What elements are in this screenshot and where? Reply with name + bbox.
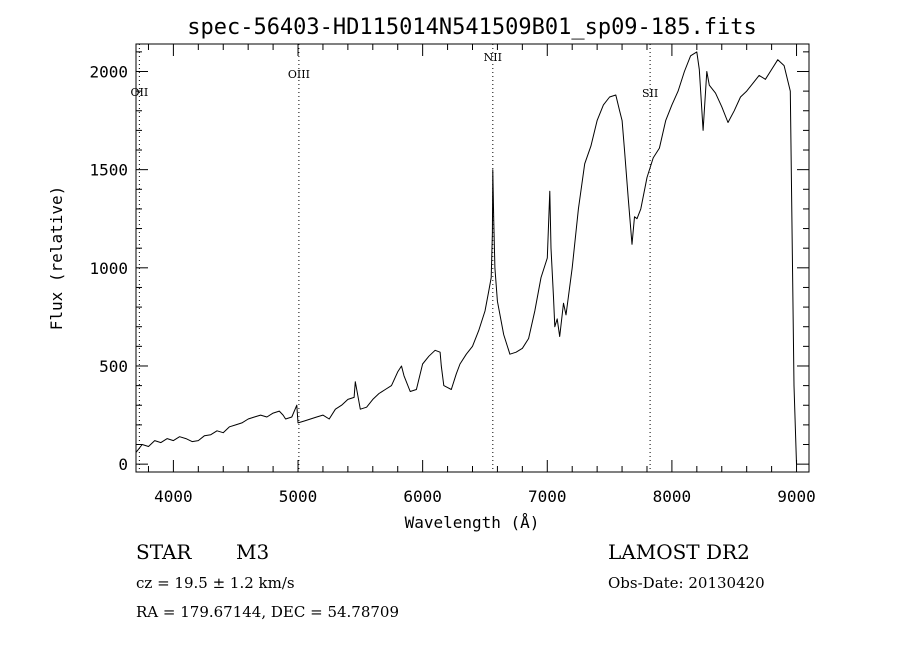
line-marker-label: OIII	[288, 68, 310, 81]
x-axis-label: Wavelength (Å)	[405, 513, 540, 532]
y-tick-label: 2000	[89, 62, 128, 81]
plot-frame	[135, 43, 810, 473]
emission-line-markers: OII OIII NII SII	[131, 44, 658, 472]
x-tick-label: 4000	[154, 487, 193, 506]
object-class: STAR	[136, 540, 192, 564]
y-tick-label: 500	[99, 357, 128, 376]
line-marker-label: NII	[484, 51, 502, 64]
line-marker-label: OII	[131, 86, 149, 99]
x-tick-label: 8000	[653, 487, 692, 506]
y-axis-label: Flux (relative)	[47, 186, 66, 331]
x-tick-label: 9000	[777, 487, 816, 506]
y-axis: 0 500 1000 1500 2000	[89, 51, 809, 474]
coordinates: RA = 179.67144, DEC = 54.78709	[136, 603, 400, 621]
x-tick-label: 7000	[528, 487, 567, 506]
x-axis: 4000 5000 6000 7000 8000 9000	[147, 44, 816, 506]
y-tick-label: 0	[118, 455, 128, 474]
x-tick-label: 5000	[279, 487, 318, 506]
spectrum-line	[135, 51, 797, 465]
survey-name: LAMOST DR2	[608, 540, 750, 564]
spectrum-series	[135, 51, 797, 465]
redshift-value: cz = 19.5 ± 1.2 km/s	[136, 574, 295, 592]
spectral-subclass: M3	[236, 540, 270, 564]
y-tick-label: 1000	[89, 259, 128, 278]
observation-date: Obs-Date: 20130420	[608, 574, 765, 592]
line-marker-label: SII	[642, 87, 658, 100]
x-tick-label: 6000	[403, 487, 442, 506]
y-tick-label: 1500	[89, 161, 128, 180]
chart-title: spec-56403-HD115014N541509B01_sp09-185.f…	[187, 15, 757, 40]
